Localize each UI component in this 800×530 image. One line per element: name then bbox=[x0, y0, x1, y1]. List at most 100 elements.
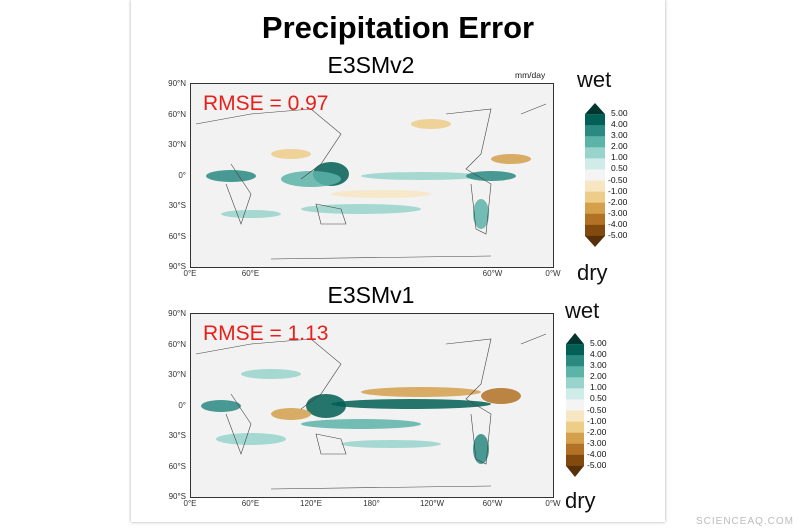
colorbar-tick-label: -2.00 bbox=[587, 426, 607, 437]
error-region bbox=[361, 172, 481, 180]
error-region bbox=[331, 399, 491, 409]
colorbar-segment bbox=[566, 388, 584, 400]
dry-label: dry bbox=[565, 488, 596, 513]
error-region bbox=[473, 199, 489, 229]
y-tick-label: 90°S bbox=[168, 492, 186, 501]
colorbar-tick-label: 2.00 bbox=[590, 371, 607, 382]
colorbar-segment bbox=[566, 432, 584, 445]
colorbar-tick-label: -3.00 bbox=[587, 437, 607, 448]
colorbar-segment bbox=[585, 202, 605, 215]
error-region bbox=[271, 408, 311, 420]
colorbar-segment bbox=[585, 103, 605, 115]
x-tick-label: 60°E bbox=[241, 269, 260, 278]
colorbar-tick-label: 0.50 bbox=[590, 393, 607, 404]
colorbar-tick-label: -5.00 bbox=[608, 229, 628, 240]
error-region bbox=[331, 190, 431, 198]
colorbar-segment bbox=[566, 421, 584, 433]
colorbar-tick-label: -2.00 bbox=[608, 196, 628, 207]
colorbar-segment bbox=[566, 454, 584, 467]
colorbar-segment bbox=[585, 147, 605, 159]
precipitation-error-field bbox=[195, 333, 547, 490]
colorbar-segment bbox=[566, 377, 584, 389]
error-region bbox=[241, 369, 301, 379]
colorbar-segment bbox=[566, 410, 584, 422]
x-tick-label: 0°W bbox=[545, 499, 561, 508]
colorbar-tick-label: 5.00 bbox=[590, 338, 607, 349]
colorbar-tick-label: 0.50 bbox=[611, 163, 628, 174]
x-tick-label: 0°E bbox=[183, 499, 197, 508]
y-tick-label: 90°N bbox=[168, 79, 186, 88]
x-tick-label: 60°E bbox=[241, 499, 260, 508]
colorbar-segment bbox=[566, 366, 584, 378]
y-tick-label: 0° bbox=[178, 170, 186, 180]
colorbar-tick-label: 3.00 bbox=[611, 130, 628, 141]
x-tick-label: 0°W bbox=[545, 269, 561, 278]
colorbar-segment bbox=[585, 136, 605, 148]
error-region bbox=[301, 419, 421, 429]
error-region bbox=[473, 434, 489, 464]
error-region bbox=[341, 440, 441, 448]
colorbar-segment bbox=[585, 169, 605, 181]
colorbar-segment bbox=[566, 344, 584, 356]
wet-label: wet bbox=[565, 298, 600, 323]
error-region bbox=[271, 149, 311, 159]
map-e3smv1: RMSE = 1.13 bbox=[190, 313, 554, 498]
error-region bbox=[301, 204, 421, 214]
error-region bbox=[466, 171, 516, 181]
y-tick-label: 60°S bbox=[168, 461, 186, 471]
colorbar-segment bbox=[566, 399, 584, 411]
units-label: mm/day bbox=[515, 70, 546, 80]
error-region bbox=[216, 433, 286, 445]
x-tick-label: 180° bbox=[363, 499, 380, 508]
colorbar-tick-label: 1.00 bbox=[590, 382, 607, 393]
colorbar-segment bbox=[585, 224, 605, 237]
wet-label: wet bbox=[577, 67, 612, 92]
panel-title-v1: E3SMv1 bbox=[327, 282, 415, 308]
panel-title-v2: E3SMv2 bbox=[327, 52, 415, 78]
dry-label: dry bbox=[577, 260, 608, 285]
y-tick-label: 90°N bbox=[168, 309, 186, 318]
x-tick-label: 60°W bbox=[482, 269, 503, 278]
error-region bbox=[206, 170, 256, 182]
error-region bbox=[411, 119, 451, 129]
colorbar-segment bbox=[585, 125, 605, 137]
colorbar bbox=[585, 103, 605, 247]
colorbar-tick-label: -1.00 bbox=[608, 185, 628, 196]
y-tick-label: 90°S bbox=[168, 262, 186, 271]
error-region bbox=[361, 387, 481, 397]
error-region bbox=[281, 171, 341, 187]
y-tick-label: 60°N bbox=[168, 109, 186, 119]
colorbar-segment bbox=[585, 191, 605, 203]
colorbar-tick-label: -4.00 bbox=[608, 218, 628, 229]
coastline bbox=[195, 333, 547, 490]
rmse-label: RMSE = 1.13 bbox=[203, 322, 329, 345]
colorbar-tick-label: -5.00 bbox=[587, 459, 607, 470]
colorbar-tick-label: 3.00 bbox=[590, 360, 607, 371]
y-tick-label: 30°S bbox=[168, 431, 186, 440]
colorbar-segment bbox=[566, 443, 584, 456]
coastline bbox=[195, 103, 547, 260]
map-e3smv2: RMSE = 0.97 bbox=[190, 83, 554, 268]
error-region bbox=[491, 154, 531, 164]
error-region bbox=[201, 400, 241, 412]
colorbar-segment bbox=[566, 465, 584, 477]
colorbar-segment bbox=[566, 333, 584, 345]
colorbar-tick-label: 5.00 bbox=[611, 108, 628, 119]
colorbar-tick-label: 1.00 bbox=[611, 152, 628, 163]
rmse-label: RMSE = 0.97 bbox=[203, 92, 329, 115]
y-tick-label: 30°N bbox=[168, 370, 186, 379]
y-tick-label: 60°N bbox=[168, 339, 186, 349]
colorbar bbox=[566, 333, 584, 477]
colorbar-tick-label: -4.00 bbox=[587, 448, 607, 459]
x-tick-label: 120°W bbox=[419, 499, 445, 508]
watermark: SCIENCEAQ.COM bbox=[695, 516, 794, 527]
error-region bbox=[481, 388, 521, 404]
error-region bbox=[221, 210, 281, 218]
colorbar-tick-label: -0.50 bbox=[587, 404, 607, 415]
y-tick-label: 60°S bbox=[168, 231, 186, 241]
x-tick-label: 0°E bbox=[183, 269, 197, 278]
y-tick-label: 30°S bbox=[168, 201, 186, 210]
colorbar-segment bbox=[585, 114, 605, 126]
colorbar-segment bbox=[585, 213, 605, 226]
figure-title: Precipitation Error bbox=[261, 10, 535, 45]
